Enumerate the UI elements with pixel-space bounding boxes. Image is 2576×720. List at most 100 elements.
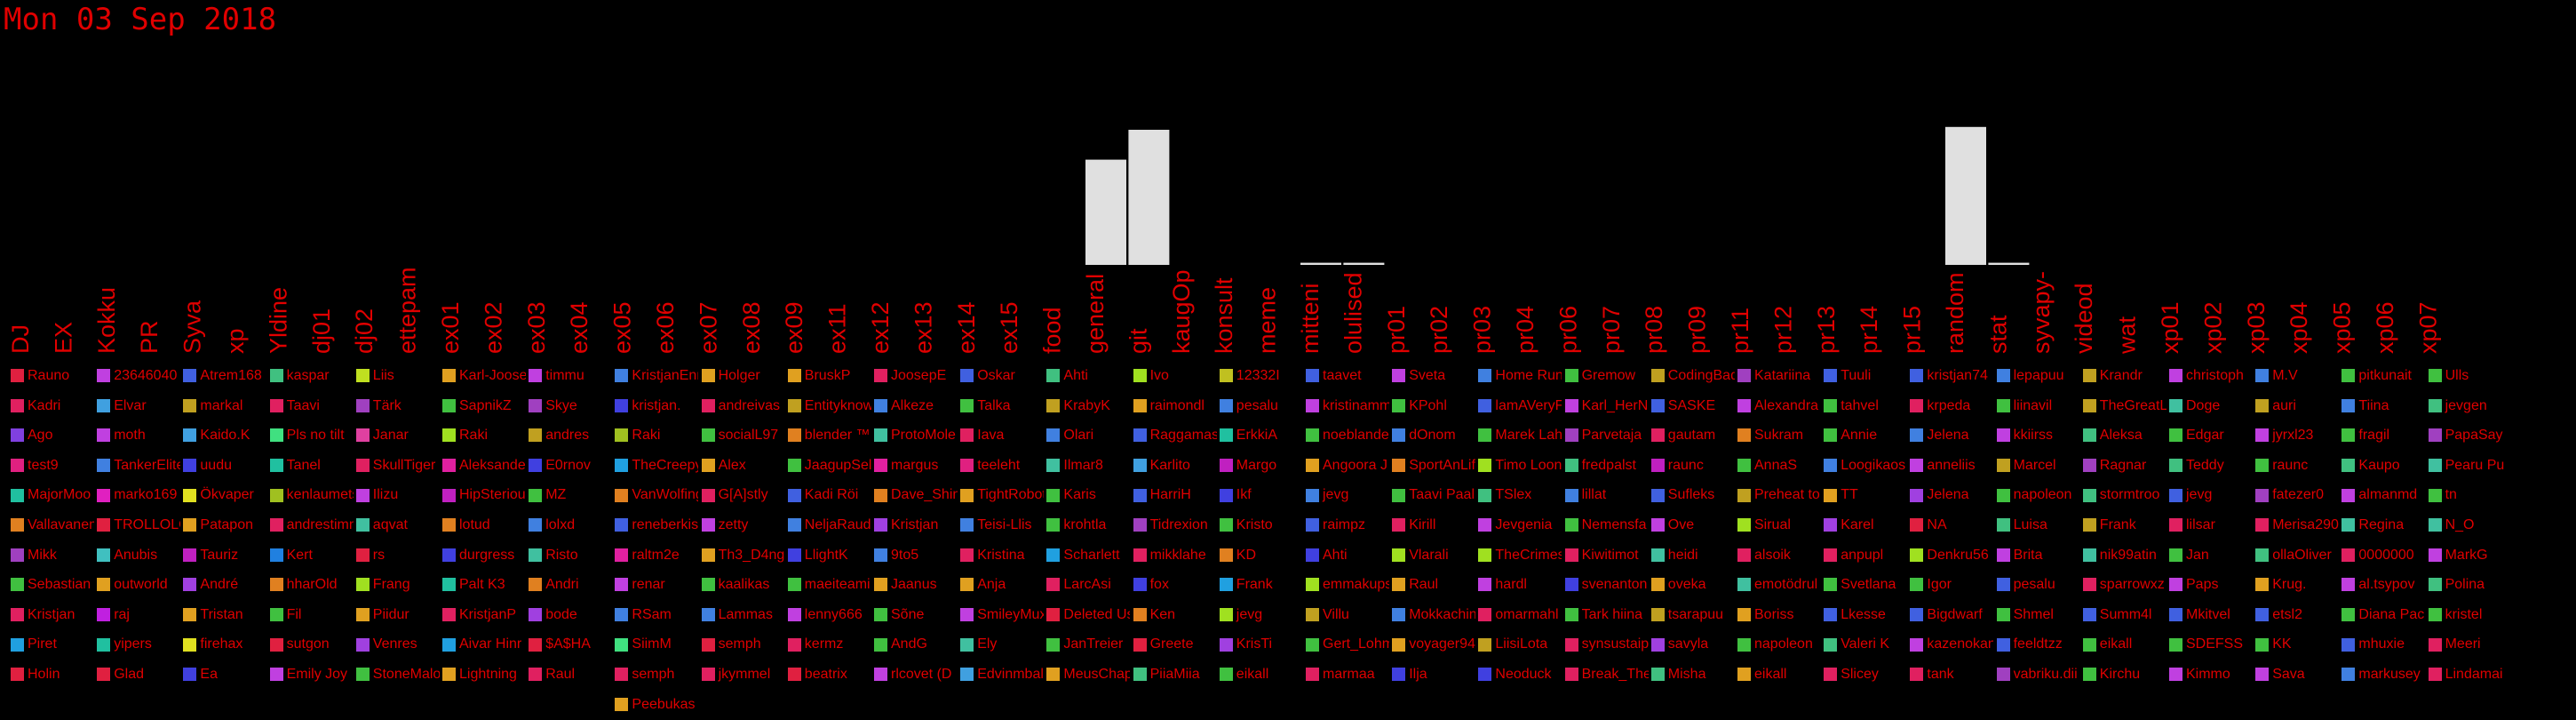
user-name: andres (545, 428, 590, 444)
user-name: Raggamas (1149, 428, 1217, 444)
category-label-PR: PR (136, 320, 163, 354)
user-entry: Brita (1996, 540, 2080, 571)
user-entry: voyager94 (1392, 629, 1475, 660)
user-name: test9 (28, 457, 59, 473)
user-name: Olari (1063, 428, 1094, 444)
user-entry: Kirill (1392, 510, 1475, 540)
user-color-swatch (529, 578, 543, 592)
bar-stat (1988, 262, 2030, 265)
user-entry: tank (1910, 660, 1993, 690)
user-color-swatch (1824, 608, 1838, 622)
user-name: semph (718, 636, 761, 652)
user-color-swatch (1306, 369, 1319, 383)
user-color-swatch (960, 369, 974, 383)
user-color-swatch (11, 608, 24, 622)
user-entry: Entityknow (787, 391, 871, 421)
user-entry: Rauno (11, 361, 94, 391)
user-entry: feeldtzz (1996, 629, 2080, 660)
user-entry: taavet (1306, 361, 1389, 391)
user-color-swatch (2341, 578, 2356, 592)
user-entry: RSam (615, 600, 698, 630)
user-entry: Anja (960, 570, 1044, 600)
user-color-swatch (1219, 488, 1233, 502)
user-entry: reneberkis (615, 510, 698, 540)
user-entry: TT (1824, 480, 1907, 510)
user-entry: Kiwitimot (1564, 540, 1649, 571)
user-name: MarkG (2445, 547, 2488, 563)
user-color-swatch (1824, 637, 1838, 652)
user-name: uudu (200, 457, 232, 473)
user-entry: lolxd (529, 510, 612, 540)
user-color-swatch (874, 459, 887, 473)
user-name: Karis (1063, 487, 1096, 503)
user-color-swatch (615, 369, 629, 383)
user-entry: Ove (1650, 510, 1735, 540)
user-name: fatezer0 (2272, 487, 2324, 503)
user-name: KristjanEnn (632, 368, 699, 383)
user-entry: Aleksa (2082, 420, 2167, 451)
user-entry: G[A]stly (701, 480, 785, 510)
user-name: Sava (2272, 667, 2305, 682)
category-label-xp06: xp06 (2372, 301, 2398, 354)
user-entry: Kirchu (2082, 660, 2167, 690)
user-color-swatch (2169, 369, 2182, 383)
user-name: Liis (372, 368, 394, 383)
user-entry: KD (1219, 540, 1303, 571)
user-name: Ken (1149, 606, 1176, 622)
user-entry: beatrix (787, 660, 871, 690)
user-name: Tanel (286, 457, 321, 473)
user-color-swatch (1650, 608, 1665, 622)
user-color-swatch (1392, 637, 1406, 652)
user-name: Nemensfa (1581, 517, 1647, 532)
user-color-swatch (2082, 488, 2096, 502)
user-entry: Atrem168 (183, 361, 266, 391)
user-name: reneberkis (632, 517, 699, 532)
user-entry: Taavi Paal (1392, 480, 1475, 510)
user-color-swatch (615, 518, 629, 532)
user-entry: jevg (1219, 600, 1303, 630)
user-entry: dOnom (1392, 420, 1475, 451)
user-name: margus (891, 457, 939, 473)
user-entry: KPohl (1392, 391, 1475, 421)
user-name: socialL97 (718, 428, 779, 444)
user-name: Sebastian (28, 577, 91, 593)
user-entry: Merisa290 (2255, 510, 2339, 540)
user-name: Ago (28, 428, 53, 444)
user-name: Kristina (977, 547, 1025, 563)
user-color-swatch (701, 578, 715, 592)
user-entry: Vlarali (1392, 540, 1475, 571)
category-label-EX: EX (50, 322, 76, 354)
user-color-swatch (1650, 459, 1665, 473)
user-entry: Kaupo (2341, 451, 2425, 481)
user-name: StoneMalone (372, 667, 440, 682)
user-color-swatch (1996, 578, 2010, 592)
user-name: 23646040 (114, 368, 178, 383)
user-name: marmaa (1323, 667, 1375, 682)
user-name: Regina (2358, 517, 2405, 532)
user-color-swatch (2428, 608, 2442, 622)
category-label-ex15: ex15 (996, 301, 1022, 354)
user-color-swatch (1564, 608, 1578, 622)
user-name: AndG (891, 636, 927, 652)
user-name: napoleon (2013, 487, 2072, 503)
user-name: Pls no tilt (286, 428, 345, 444)
user-color-swatch (874, 398, 887, 412)
user-color-swatch (1046, 369, 1061, 383)
user-name: Peebukas (632, 696, 696, 712)
user-name: timmu (545, 368, 584, 383)
user-entry: Edvinmbal (960, 660, 1044, 690)
user-color-swatch (2255, 459, 2270, 473)
user-name: JanTreier (1063, 636, 1124, 652)
user-entry: Raul (1392, 570, 1475, 600)
user-color-swatch (960, 428, 974, 443)
user-name: Iava (977, 428, 1005, 444)
user-color-swatch (1219, 608, 1233, 622)
user-name: TheGreatL (2099, 397, 2167, 413)
user-entry: Raggamas (1133, 420, 1217, 451)
category-label-ex01: ex01 (437, 301, 464, 354)
user-name: Holin (28, 667, 60, 682)
user-entry: Sõne (874, 600, 958, 630)
user-entry: kaspar (269, 361, 354, 391)
user-name: Ökvaper (200, 487, 254, 503)
user-entry: lamAVeryF (1478, 391, 1562, 421)
